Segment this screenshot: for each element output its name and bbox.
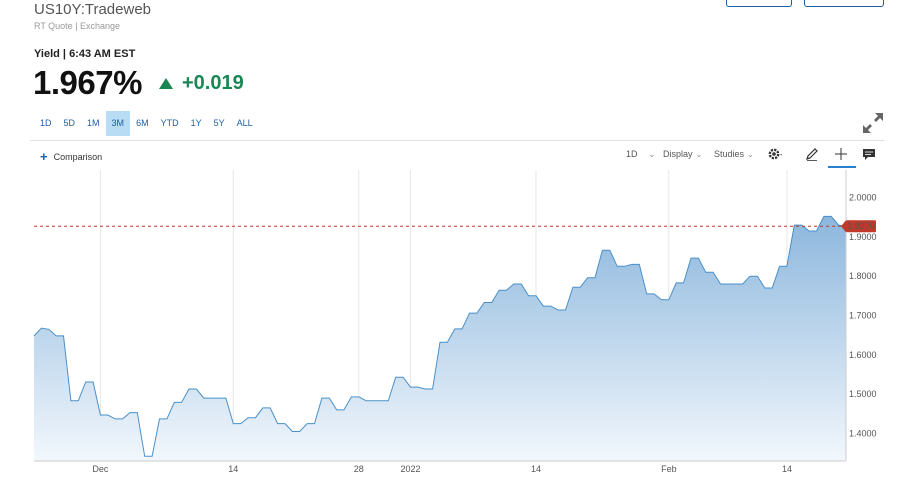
interval-dropdown[interactable]: 1D ⌄ xyxy=(626,149,655,159)
yield-area-chart[interactable]: 1.4000 1.5000 1.6000 1.7000 1.8000 1.9000 2.00… xyxy=(0,166,900,495)
studies-dropdown[interactable]: Studies ⌄ xyxy=(714,149,754,159)
studies-label: Studies xyxy=(714,149,745,159)
y-tick-label: 1.6000 xyxy=(849,350,877,360)
comparison-button[interactable]: + Comparison xyxy=(40,149,102,164)
change-value: +0.019 xyxy=(182,72,244,94)
settings-gear-icon[interactable] xyxy=(767,146,783,162)
last-price-label: 1.9270 xyxy=(847,221,875,231)
comparison-label: Comparison xyxy=(53,151,103,162)
display-dropdown[interactable]: Display ⌄ xyxy=(663,149,702,159)
range-ytd[interactable]: YTD xyxy=(160,118,179,128)
quote-source: RT Quote | Exchange xyxy=(34,21,121,31)
last-price-tag: 1.9270 xyxy=(841,220,876,233)
price-change: +0.019 xyxy=(159,72,244,95)
x-tick-label: Dec xyxy=(92,464,109,474)
last-price: 1.967% xyxy=(33,64,142,101)
header-button-2[interactable] xyxy=(804,0,884,7)
yield-line xyxy=(33,215,847,457)
yield-area-fill xyxy=(34,216,846,461)
y-tick-label: 1.8000 xyxy=(849,271,877,281)
pencil-draw-icon[interactable] xyxy=(804,146,820,162)
x-tick-label: 14 xyxy=(782,464,792,474)
chevron-down-icon: ⌄ xyxy=(695,149,703,159)
range-3m[interactable]: 3M xyxy=(105,111,131,136)
display-label: Display xyxy=(663,149,693,159)
comment-icon[interactable] xyxy=(861,146,877,162)
y-tick-label: 1.4000 xyxy=(849,428,877,438)
y-tick-label: 2.0000 xyxy=(849,193,877,203)
x-tick-label: 2022 xyxy=(400,464,420,474)
active-tool-indicator xyxy=(828,166,856,168)
range-1y[interactable]: 1Y xyxy=(190,118,202,128)
range-all[interactable]: ALL xyxy=(236,118,253,128)
x-axis-labels: Dec 14 28 2022 14 Feb 14 xyxy=(92,464,792,474)
header-button-1[interactable] xyxy=(726,0,792,7)
y-axis-labels: 1.4000 1.5000 1.6000 1.7000 1.8000 1.9000 2.00… xyxy=(849,193,877,439)
x-tick-label: 14 xyxy=(228,464,238,474)
range-selector: 1D 5D 1M 3M 6M YTD 1Y 5Y ALL xyxy=(34,111,259,136)
range-1m[interactable]: 1M xyxy=(87,118,100,128)
toolbar-divider xyxy=(30,140,884,141)
plus-icon: + xyxy=(40,149,48,164)
range-5d[interactable]: 5D xyxy=(63,118,76,128)
y-tick-label: 1.5000 xyxy=(849,389,877,399)
yield-label: Yield | 6:43 AM EST xyxy=(34,48,136,60)
symbol-title: US10Y:Tradeweb xyxy=(34,1,152,18)
chevron-down-icon: ⌄ xyxy=(648,149,656,159)
y-tick-label: 1.9000 xyxy=(849,232,877,242)
range-6m[interactable]: 6M xyxy=(136,118,149,128)
x-tick-label: 28 xyxy=(354,464,364,474)
interval-label: 1D xyxy=(626,149,638,159)
chevron-down-icon: ⌄ xyxy=(747,149,754,159)
crosshair-icon[interactable] xyxy=(833,146,849,162)
up-triangle-icon xyxy=(159,78,173,89)
x-tick-label: Feb xyxy=(661,464,677,474)
range-1d[interactable]: 1D xyxy=(40,118,52,128)
expand-icon[interactable] xyxy=(861,111,885,135)
y-tick-label: 1.7000 xyxy=(849,311,877,321)
x-tick-label: 14 xyxy=(531,464,541,474)
range-5y[interactable]: 5Y xyxy=(213,118,225,128)
